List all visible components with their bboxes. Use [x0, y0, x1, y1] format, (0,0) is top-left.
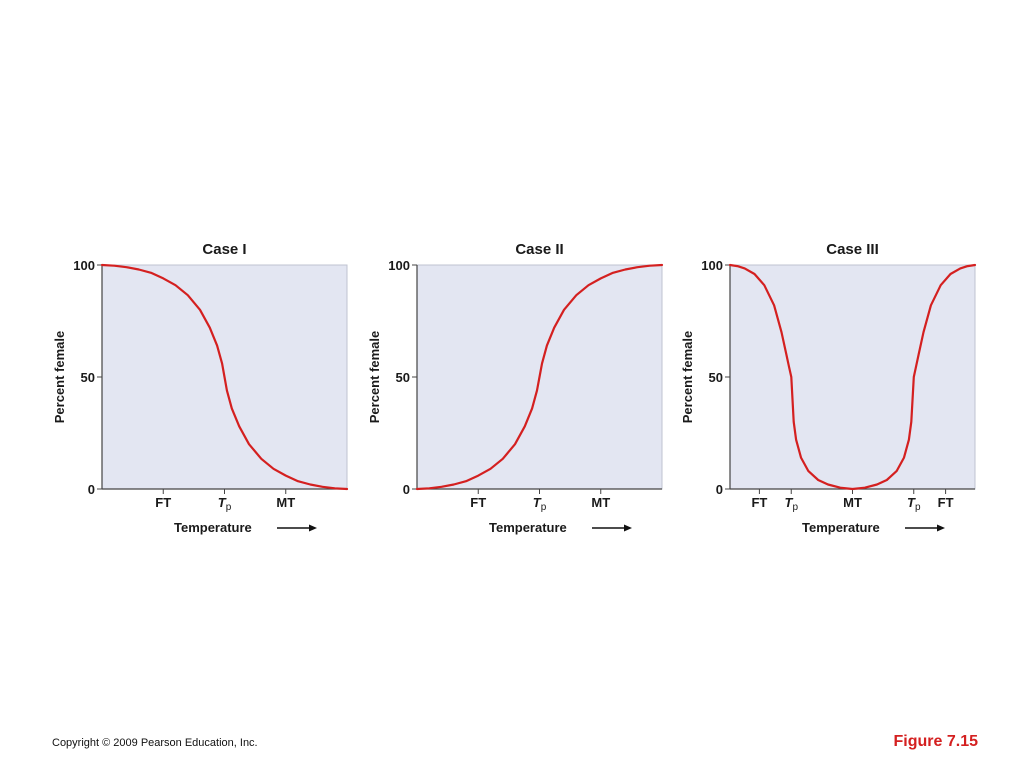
x-tick-label: MT: [276, 495, 295, 510]
y-tick-label: 100: [701, 258, 723, 273]
y-tick-label: 0: [716, 482, 723, 497]
x-axis-arrowhead: [624, 524, 632, 532]
x-tick-label: FT: [938, 495, 954, 510]
series-line-1: [415, 263, 664, 491]
x-tick-label: Tp: [218, 495, 232, 513]
plot-area: [729, 264, 976, 490]
y-tick-label: 100: [73, 258, 95, 273]
y-tick-label: 100: [388, 258, 410, 273]
x-axis-label: Temperature: [489, 520, 567, 535]
figure-label: Figure 7.15: [893, 733, 978, 750]
x-axis-arrowhead: [309, 524, 317, 532]
y-axis-label: Percent female: [52, 331, 67, 424]
x-tick-label: Tp: [907, 495, 921, 513]
y-axis-label: Percent female: [680, 331, 695, 424]
series-line-1: [728, 263, 977, 491]
chart-panel-2: Case II 0 50 100 Percent female FT Tp MT Tempera…: [367, 241, 664, 535]
chart-title: Case I: [202, 241, 246, 258]
x-tick-label: FT: [470, 495, 486, 510]
x-tick-label: Tp: [533, 495, 547, 513]
x-axis-label: Temperature: [802, 520, 880, 535]
chart-panel-3: Case III 0 50 100 Percent female FT Tp MT Tp FT Te…: [680, 241, 977, 535]
copyright-text: Copyright © 2009 Pearson Education, Inc.: [52, 737, 258, 749]
chart-title: Case III: [826, 241, 879, 258]
y-tick-label: 50: [81, 370, 95, 385]
x-tick-label: FT: [155, 495, 171, 510]
chart-panel-1: Case I 0 50 100 Percent female FT Tp MT Temperat…: [52, 241, 349, 535]
y-axis-label: Percent female: [367, 331, 382, 424]
x-axis-arrowhead: [937, 524, 945, 532]
y-tick-label: 50: [709, 370, 723, 385]
y-tick-label: 50: [396, 370, 410, 385]
y-tick-label: 0: [88, 482, 95, 497]
x-tick-label: Tp: [784, 495, 798, 513]
x-axis-label: Temperature: [174, 520, 252, 535]
series-line-1: [100, 263, 349, 491]
x-tick-label: FT: [751, 495, 767, 510]
x-tick-label: MT: [843, 495, 862, 510]
y-tick-label: 0: [403, 482, 410, 497]
chart-title: Case II: [515, 241, 563, 258]
x-tick-label: MT: [591, 495, 610, 510]
